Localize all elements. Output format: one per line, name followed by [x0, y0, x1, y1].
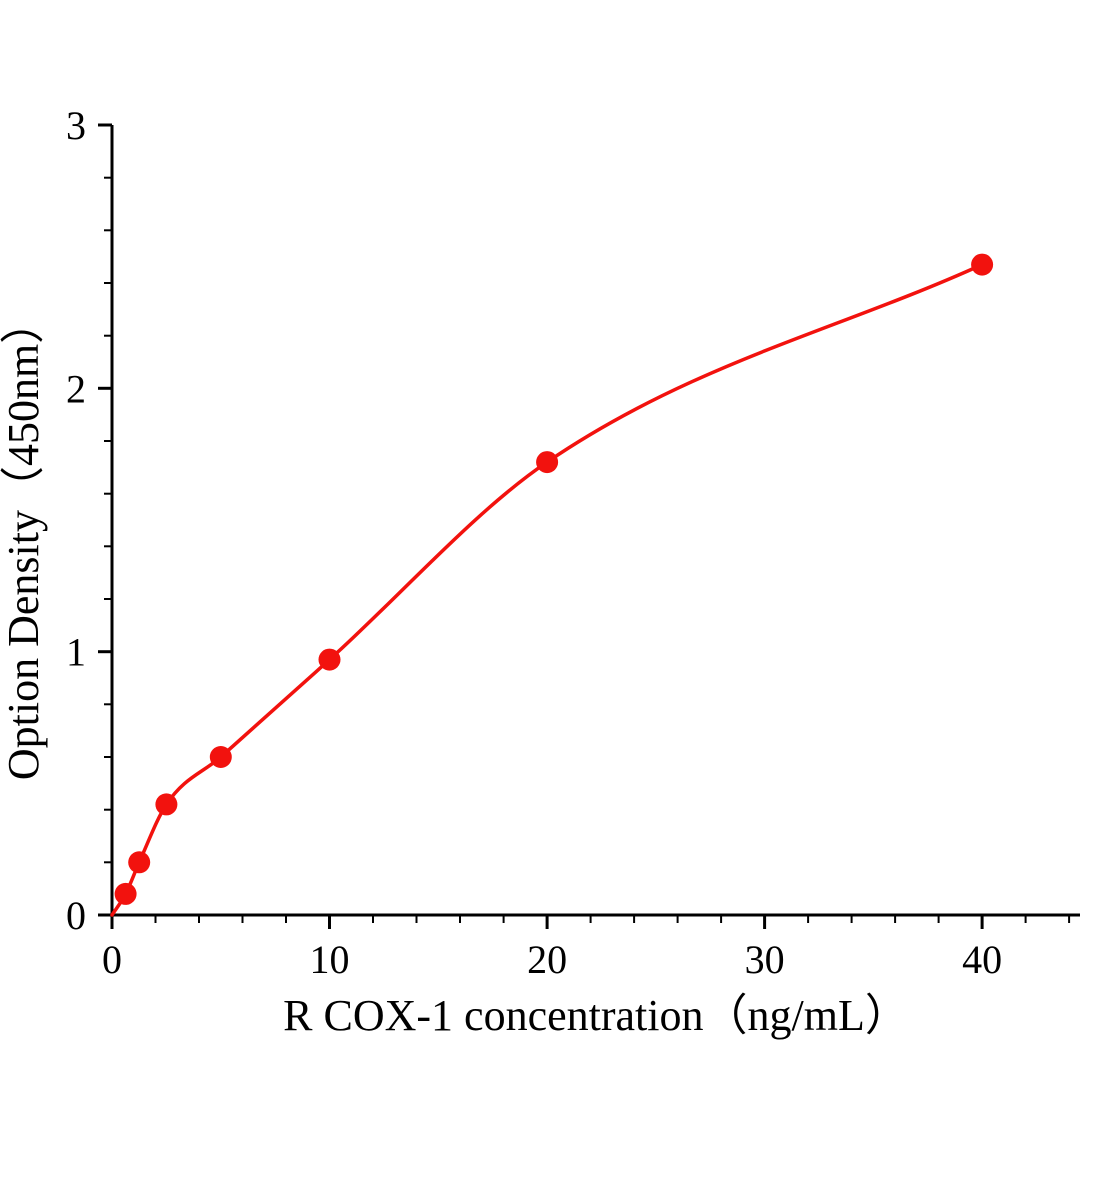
data-point: [318, 648, 341, 671]
data-point: [155, 793, 178, 816]
data-point: [209, 746, 232, 768]
data-point: [128, 851, 151, 874]
x-tick-label: 20: [527, 937, 567, 982]
y-axis-label: Option Density（450nm）: [0, 300, 48, 780]
data-point: [971, 253, 994, 276]
y-tick-label: 0: [66, 893, 86, 938]
x-tick-label: 40: [962, 937, 1002, 982]
plot-area: 0 10 20 30 40 0 1 2 3: [66, 103, 1080, 982]
x-axis-label: R COX-1 concentration（ng/mL）: [283, 991, 909, 1040]
y-tick-label: 3: [66, 103, 86, 148]
fit-curve: [110, 262, 984, 917]
y-tick-label: 1: [66, 630, 86, 675]
data-point: [536, 451, 559, 474]
x-tick-label: 30: [745, 937, 785, 982]
x-tick-label: 10: [310, 937, 350, 982]
x-tick-label: 0: [102, 937, 122, 982]
data-point: [114, 882, 137, 905]
y-tick-label: 2: [66, 366, 86, 411]
